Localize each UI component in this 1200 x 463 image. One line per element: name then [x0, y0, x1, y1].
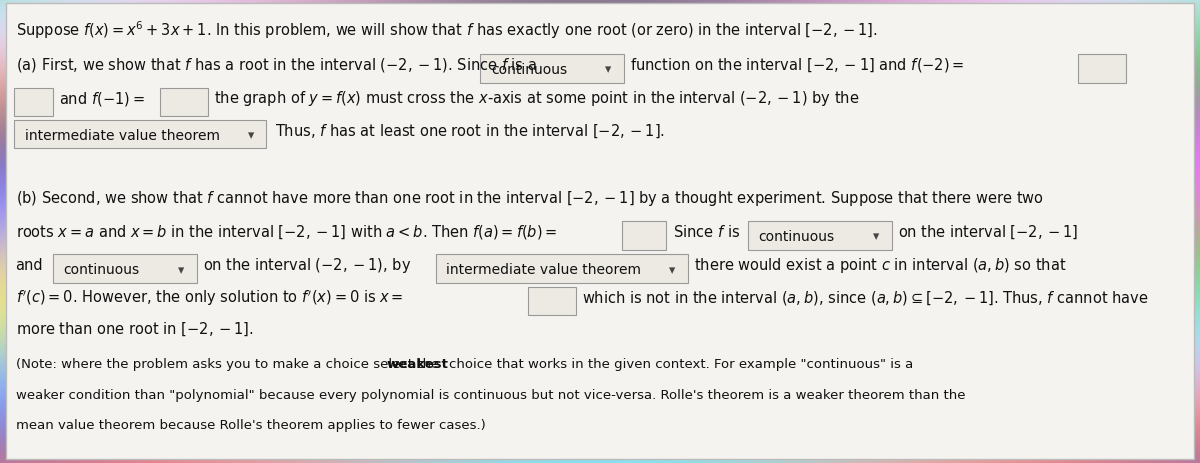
- FancyBboxPatch shape: [160, 88, 208, 117]
- Text: $f'(c) = 0$. However, the only solution to $f'(x) = 0$ is $x =$: $f'(c) = 0$. However, the only solution …: [16, 288, 403, 307]
- Text: intermediate value theorem: intermediate value theorem: [446, 263, 641, 276]
- Text: and $f(-1) =$: and $f(-1) =$: [59, 90, 144, 107]
- Text: ▾: ▾: [247, 129, 254, 142]
- Text: and: and: [16, 257, 43, 272]
- Text: on the interval $[-2,-1]$: on the interval $[-2,-1]$: [898, 223, 1078, 240]
- FancyBboxPatch shape: [1078, 55, 1126, 83]
- Text: function on the interval $[-2,-1]$ and $f(-2) =$: function on the interval $[-2,-1]$ and $…: [630, 56, 965, 74]
- Text: ▾: ▾: [178, 263, 185, 276]
- Text: on the interval $(-2,-1)$, by: on the interval $(-2,-1)$, by: [203, 256, 412, 274]
- FancyBboxPatch shape: [436, 255, 688, 283]
- Text: ▾: ▾: [872, 230, 880, 243]
- Text: choice that works in the given context. For example "continuous" is a: choice that works in the given context. …: [449, 357, 913, 370]
- Text: continuous: continuous: [758, 229, 834, 243]
- Text: ▾: ▾: [605, 63, 612, 76]
- Text: weakest: weakest: [386, 357, 448, 370]
- Text: there would exist a point $c$ in interval $(a,b)$ so that: there would exist a point $c$ in interva…: [694, 256, 1066, 274]
- Text: roots $x = a$ and $x = b$ in the interval $[-2,-1]$ with $a < b$. Then $f(a) = f: roots $x = a$ and $x = b$ in the interva…: [16, 223, 557, 240]
- FancyBboxPatch shape: [14, 120, 266, 149]
- Text: Since $f$ is: Since $f$ is: [673, 224, 740, 239]
- Text: weaker condition than "polynomial" because every polynomial is continuous but no: weaker condition than "polynomial" becau…: [16, 388, 965, 401]
- Text: ▾: ▾: [668, 263, 676, 276]
- FancyBboxPatch shape: [14, 88, 53, 117]
- FancyBboxPatch shape: [480, 55, 624, 83]
- Text: which is not in the interval $(a,b)$, since $(a,b) \subseteq [-2,-1]$. Thus, $f$: which is not in the interval $(a,b)$, si…: [582, 288, 1148, 306]
- FancyBboxPatch shape: [528, 287, 576, 316]
- Text: (b) Second, we show that $f$ cannot have more than one root in the interval $[-2: (b) Second, we show that $f$ cannot have…: [16, 189, 1044, 207]
- Text: (a) First, we show that $f$ has a root in the interval $(-2,-1)$. Since $f$ is a: (a) First, we show that $f$ has a root i…: [16, 56, 536, 74]
- Text: more than one root in $[-2,-1]$.: more than one root in $[-2,-1]$.: [16, 320, 253, 338]
- Text: the graph of $y = f(x)$ must cross the $x$-axis at some point in the interval $(: the graph of $y = f(x)$ must cross the $…: [214, 89, 859, 108]
- Text: (Note: where the problem asks you to make a choice select the: (Note: where the problem asks you to mak…: [16, 357, 443, 370]
- FancyBboxPatch shape: [53, 255, 197, 283]
- Text: Thus, $f$ has at least one root in the interval $[-2,-1]$.: Thus, $f$ has at least one root in the i…: [275, 122, 665, 139]
- Text: continuous: continuous: [491, 63, 566, 76]
- Text: intermediate value theorem: intermediate value theorem: [25, 128, 221, 142]
- Text: continuous: continuous: [64, 263, 139, 276]
- FancyBboxPatch shape: [6, 4, 1194, 459]
- Text: mean value theorem because Rolle's theorem applies to fewer cases.): mean value theorem because Rolle's theor…: [16, 419, 485, 432]
- FancyBboxPatch shape: [748, 221, 892, 250]
- Text: Suppose $f(x) = x^6 + 3x + 1$. In this problem, we will show that $f$ has exactl: Suppose $f(x) = x^6 + 3x + 1$. In this p…: [16, 19, 877, 41]
- FancyBboxPatch shape: [622, 221, 666, 250]
